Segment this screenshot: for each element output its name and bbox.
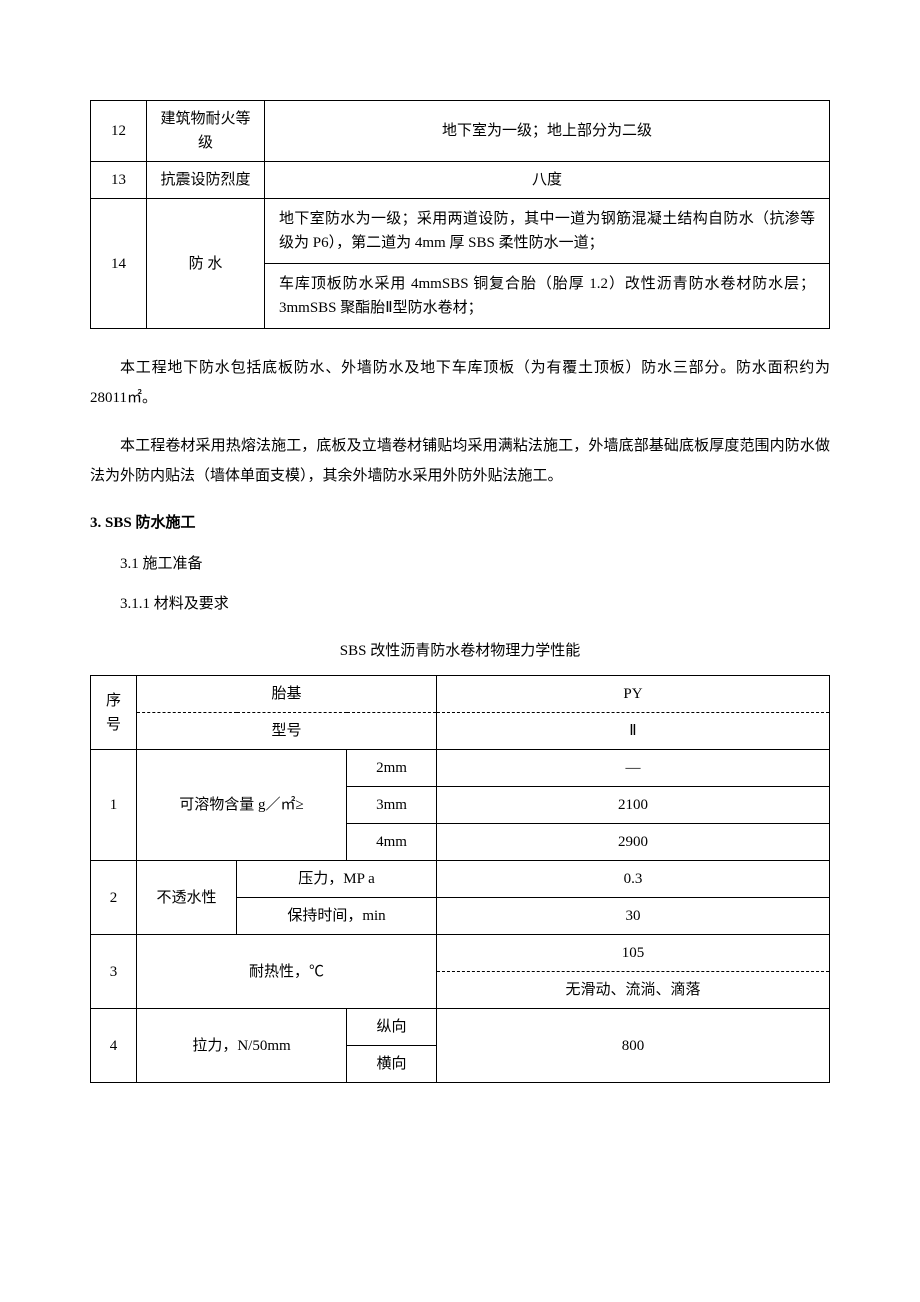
cell-param: 2mm [347, 750, 437, 787]
cell-header-two: Ⅱ [437, 713, 830, 750]
cell-label: 防 水 [147, 199, 265, 329]
table-row: 3 耐热性，℃ 105 [91, 935, 830, 972]
table-row: 1 可溶物含量 g／㎡≥ 2mm — [91, 750, 830, 787]
cell-label: 耐热性，℃ [137, 935, 437, 1009]
table-row: 4 拉力，N/50mm 纵向 800 [91, 1009, 830, 1046]
cell-label: 建筑物耐火等级 [147, 101, 265, 162]
cell-value: — [437, 750, 830, 787]
cell-param: 3mm [347, 787, 437, 824]
cell-value: 30 [437, 898, 830, 935]
table-row: 12 建筑物耐火等级 地下室为一级；地上部分为二级 [91, 101, 830, 162]
section-heading-3-1-1: 3.1.1 材料及要求 [90, 590, 830, 619]
body-paragraph: 本工程地下防水包括底板防水、外墙防水及地下车库顶板（为有覆土顶板）防水三部分。防… [90, 353, 830, 413]
cell-value: 2100 [437, 787, 830, 824]
cell-idx: 4 [91, 1009, 137, 1083]
table-row: 序号 胎基 PY [91, 676, 830, 713]
cell-desc: 八度 [265, 162, 830, 199]
cell-idx: 14 [91, 199, 147, 329]
cell-value: 无滑动、流淌、滴落 [437, 972, 830, 1009]
cell-param: 纵向 [347, 1009, 437, 1046]
cell-param: 横向 [347, 1046, 437, 1083]
cell-header-seq: 序号 [91, 676, 137, 750]
table-row: 14 防 水 地下室防水为一级；采用两道设防，其中一道为钢筋混凝土结构自防水（抗… [91, 199, 830, 264]
cell-desc: 地下室为一级；地上部分为二级 [265, 101, 830, 162]
cell-idx: 2 [91, 861, 137, 935]
cell-label: 可溶物含量 g／㎡≥ [137, 750, 347, 861]
cell-label: 抗震设防烈度 [147, 162, 265, 199]
table-title: SBS 改性沥青防水卷材物理力学性能 [90, 637, 830, 666]
cell-label: 不透水性 [137, 861, 237, 935]
section-heading-3-1: 3.1 施工准备 [90, 550, 830, 579]
cell-param: 压力，MP a [237, 861, 437, 898]
cell-header-base: 胎基 [137, 676, 437, 713]
cell-desc: 地下室防水为一级；采用两道设防，其中一道为钢筋混凝土结构自防水（抗渗等级为 P6… [265, 199, 830, 264]
cell-idx: 12 [91, 101, 147, 162]
cell-value: 105 [437, 935, 830, 972]
spec-table-top: 12 建筑物耐火等级 地下室为一级；地上部分为二级 13 抗震设防烈度 八度 1… [90, 100, 830, 329]
cell-idx: 13 [91, 162, 147, 199]
cell-header-model: 型号 [137, 713, 437, 750]
body-paragraph: 本工程卷材采用热熔法施工，底板及立墙卷材铺贴均采用满粘法施工，外墙底部基础底板厚… [90, 431, 830, 491]
table-row: 13 抗震设防烈度 八度 [91, 162, 830, 199]
cell-param: 4mm [347, 824, 437, 861]
table-row: 2 不透水性 压力，MP a 0.3 [91, 861, 830, 898]
cell-idx: 1 [91, 750, 137, 861]
cell-param: 保持时间，min [237, 898, 437, 935]
cell-desc: 车库顶板防水采用 4mmSBS 铜复合胎（胎厚 1.2）改性沥青防水卷材防水层；… [265, 264, 830, 329]
properties-table: 序号 胎基 PY 型号 Ⅱ 1 可溶物含量 g／㎡≥ 2mm — 3mm 210… [90, 675, 830, 1083]
table-row: 型号 Ⅱ [91, 713, 830, 750]
cell-value: 2900 [437, 824, 830, 861]
cell-header-py: PY [437, 676, 830, 713]
cell-value: 800 [437, 1009, 830, 1083]
cell-label: 拉力，N/50mm [137, 1009, 347, 1083]
section-heading-3: 3. SBS 防水施工 [90, 509, 830, 538]
cell-value: 0.3 [437, 861, 830, 898]
cell-idx: 3 [91, 935, 137, 1009]
